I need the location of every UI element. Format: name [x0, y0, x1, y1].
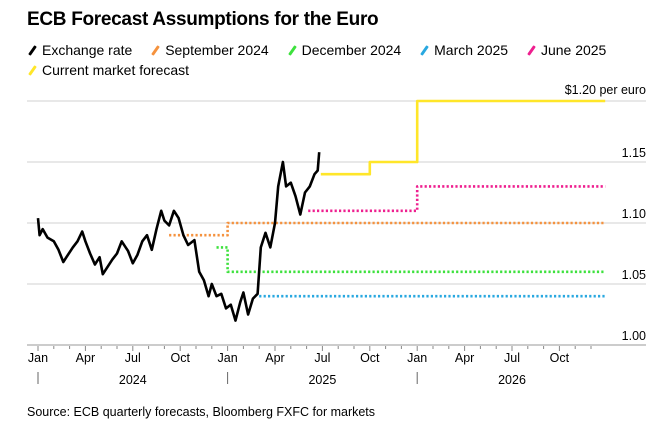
x-tick-label: Apr — [76, 351, 95, 365]
y-tick-label: 1.00 — [622, 329, 646, 343]
legend-label: December 2024 — [301, 42, 402, 58]
legend-item-current-market-forecast: Current market forecast — [27, 60, 189, 80]
y-tick-label: 1.05 — [622, 268, 646, 282]
legend-item-september-2024: September 2024 — [150, 40, 269, 60]
y-axis-top-label: $1.20 per euro — [565, 83, 646, 97]
y-tick-label: 1.10 — [622, 207, 646, 221]
x-tick-label: Jul — [504, 351, 520, 365]
legend-item-march-2025: March 2025 — [419, 40, 508, 60]
series-line-exchange-rate — [36, 152, 321, 322]
x-tick-label: Oct — [360, 351, 380, 365]
legend-item-december-2024: December 2024 — [287, 40, 402, 60]
x-tick-label: Apr — [265, 351, 284, 365]
legend-label: March 2025 — [434, 42, 509, 58]
year-label: 2025 — [308, 373, 336, 387]
legend-item-june-2025: June 2025 — [526, 40, 606, 60]
legend-label: June 2025 — [540, 42, 607, 58]
year-label: 2026 — [498, 373, 526, 387]
x-tick-label: Oct — [550, 351, 570, 365]
x-tick-label: Jan — [218, 351, 238, 365]
source-note: Source: ECB quarterly forecasts, Bloombe… — [27, 405, 376, 419]
series-line-june-2025 — [308, 185, 606, 213]
x-tick-label: Jul — [125, 351, 141, 365]
chart-title: ECB Forecast Assumptions for the Euro — [27, 9, 379, 30]
x-tick-label: Jul — [314, 351, 330, 365]
legend-label: Current market forecast — [42, 62, 190, 78]
series-line-december-2024 — [216, 246, 606, 274]
x-tick-label: Oct — [170, 351, 190, 365]
series-line-current-market-forecast — [320, 99, 606, 176]
x-tick-label: Apr — [455, 351, 474, 365]
legend-label: Exchange rate — [42, 42, 133, 58]
y-tick-label: 1.15 — [622, 146, 646, 160]
series-line-september-2024 — [169, 221, 606, 237]
x-tick-label: Jan — [407, 351, 427, 365]
x-tick-label: Jan — [28, 351, 48, 365]
legend-item-exchange-rate: Exchange rate — [27, 40, 132, 60]
legend-label: September 2024 — [165, 42, 269, 58]
legend: Exchange rate September 2024 December 20… — [27, 40, 657, 80]
year-label: 2024 — [119, 373, 147, 387]
